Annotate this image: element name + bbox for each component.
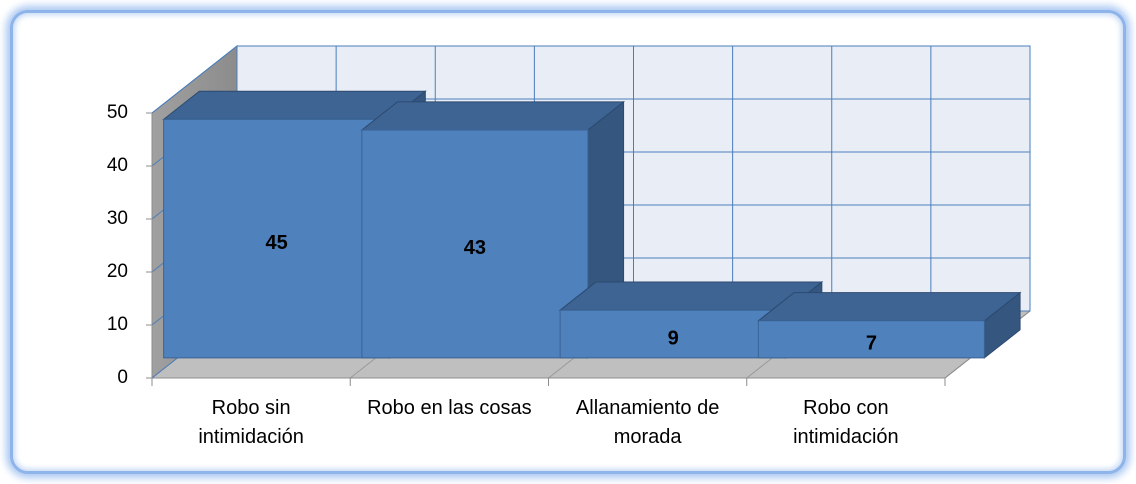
x-tick-label: Robo en las cosas <box>367 397 532 419</box>
y-tick-label: 10 <box>107 314 128 335</box>
x-tick-label: Allanamiento de morada <box>575 397 720 448</box>
bar-top <box>756 292 1022 322</box>
value-label: 43 <box>464 237 486 259</box>
x-tick-label: Robo sin intimidación <box>198 397 304 448</box>
grid-line <box>151 45 1030 114</box>
value-label: 45 <box>266 232 288 254</box>
y-tick-label: 50 <box>107 102 128 123</box>
bar <box>558 281 824 359</box>
y-tick-label: 0 <box>117 367 128 388</box>
value-label: 9 <box>668 327 679 349</box>
bar <box>756 291 1022 359</box>
y-tick-label: 30 <box>107 208 128 229</box>
x-tick-label: Robo con intimidación <box>793 397 899 448</box>
grid-line-segment <box>151 45 1030 114</box>
bar-top <box>360 101 626 131</box>
bar-front <box>757 320 985 359</box>
y-tick-label: 40 <box>107 155 128 176</box>
value-label: 7 <box>866 333 877 355</box>
y-tick-label: 20 <box>107 261 128 282</box>
